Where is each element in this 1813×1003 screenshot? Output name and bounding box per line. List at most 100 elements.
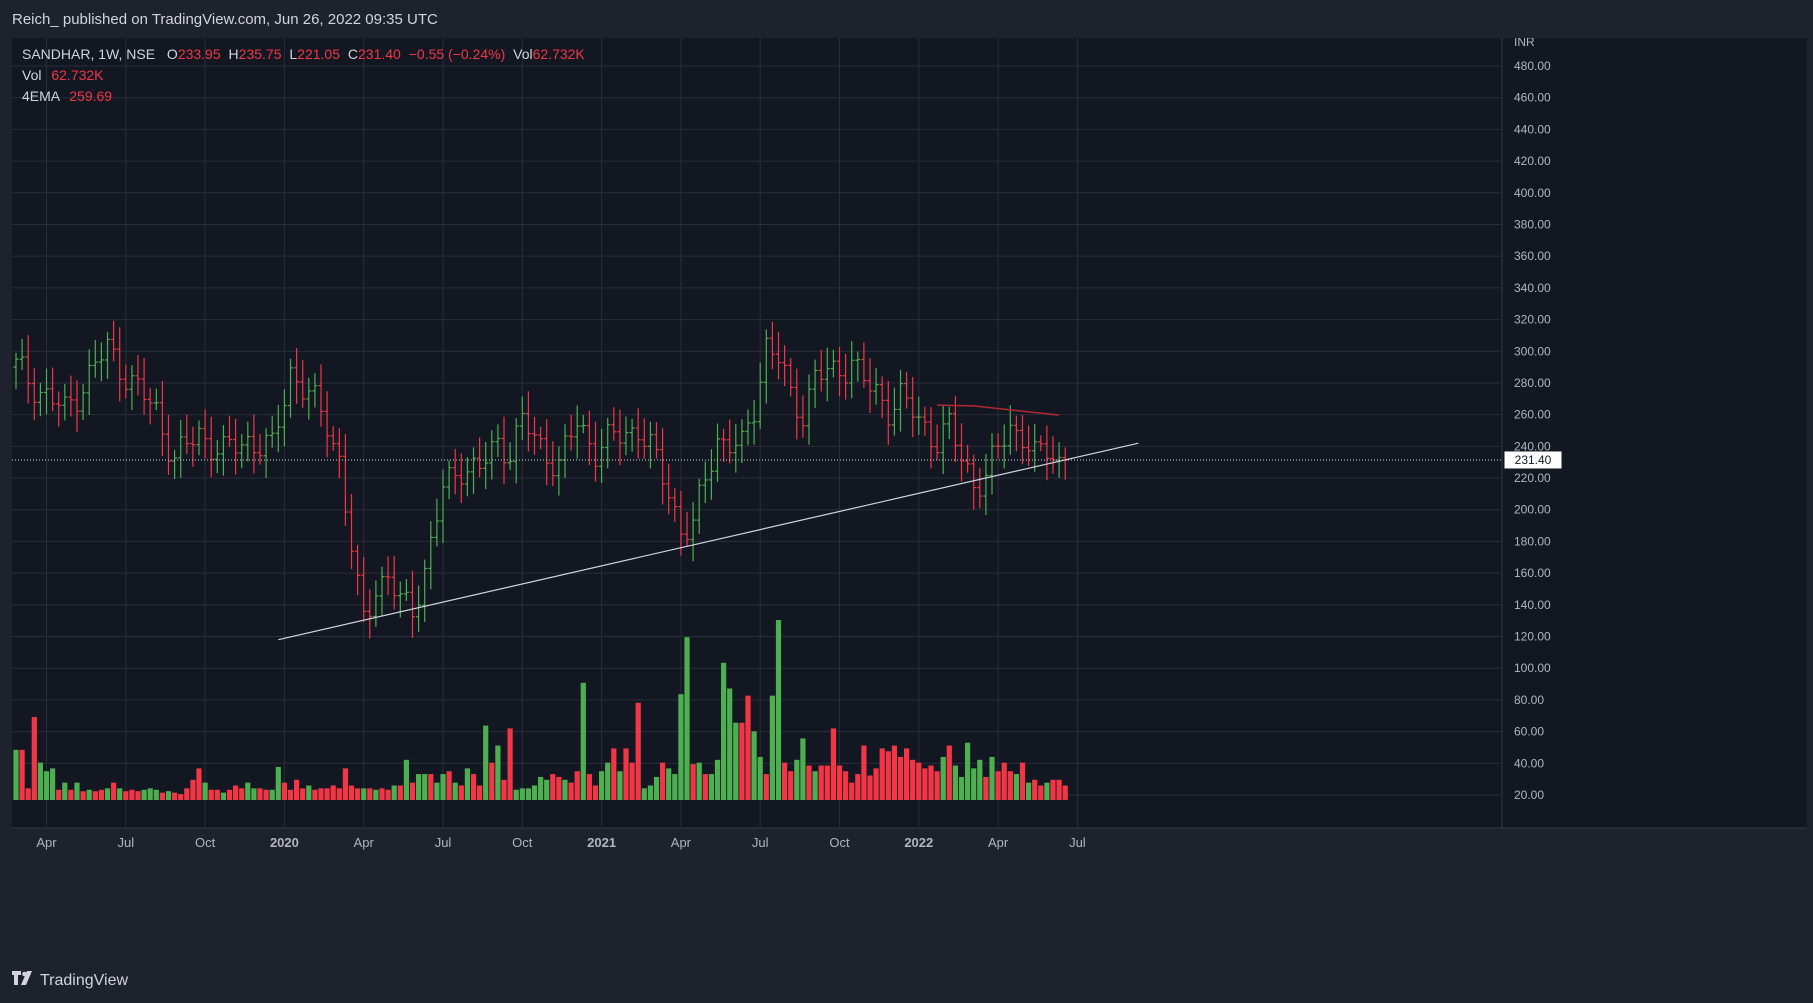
volume-bar <box>714 759 721 800</box>
last-price-box <box>1503 450 1563 470</box>
volume-bar <box>409 782 416 800</box>
volume-bar <box>80 791 86 800</box>
volume-bar <box>1062 785 1068 800</box>
volume-bar <box>422 774 428 800</box>
volume-bar <box>940 756 946 800</box>
volume-bar <box>153 789 159 800</box>
volume-bar <box>977 759 983 800</box>
volume-bar <box>336 788 342 800</box>
y-tick-label: 400.00 <box>1514 186 1551 200</box>
volume-bar <box>208 789 214 800</box>
y-tick-label: 80.00 <box>1514 693 1544 707</box>
x-tick-label: Jul <box>752 835 769 850</box>
tradingview-logo-icon <box>12 970 34 992</box>
volume-bar <box>129 789 135 800</box>
close-value: 231.40 <box>358 46 401 62</box>
ema-line <box>937 404 1060 416</box>
volume-bar <box>702 774 708 800</box>
volume-bar <box>660 762 666 800</box>
volume-bar <box>440 774 446 800</box>
volume-bar <box>623 748 629 800</box>
ohlc-row: SANDHAR, 1W, NSE O233.95 H235.75 L221.05… <box>22 44 585 65</box>
volume-bar <box>62 782 68 800</box>
y-tick-label: 300.00 <box>1514 344 1551 358</box>
volume-bar <box>104 788 111 800</box>
volume-bar <box>1050 779 1056 800</box>
volume-bar <box>782 762 788 800</box>
volume-bar <box>86 789 92 800</box>
y-tick-label: 60.00 <box>1514 725 1544 739</box>
volume-bar <box>74 782 80 800</box>
volume-bar <box>605 762 611 800</box>
volume-bar <box>580 682 586 800</box>
y-tick-label: 260.00 <box>1514 408 1551 422</box>
volume-bar <box>910 759 916 800</box>
volume-bar <box>214 789 220 800</box>
volume-indicator-row[interactable]: Vol 62.732K <box>22 65 585 86</box>
y-tick-label: 40.00 <box>1514 756 1544 770</box>
volume-bar <box>373 789 379 800</box>
low-value: 221.05 <box>297 46 340 62</box>
volume-bar <box>269 789 275 800</box>
volume-bar <box>891 745 897 800</box>
volume-bar <box>355 788 361 800</box>
y-tick-label: 320.00 <box>1514 313 1551 327</box>
x-tick-label: Jul <box>1069 835 1086 850</box>
close-label: C <box>347 46 359 62</box>
ema-indicator-label: 4EMA <box>22 88 60 104</box>
y-tick-label: 180.00 <box>1514 534 1551 548</box>
x-tick-label: Apr <box>354 835 375 850</box>
volume-bar <box>800 738 806 800</box>
volume-bar <box>1044 782 1050 800</box>
x-tick-label: Jul <box>117 835 134 850</box>
volume-bar <box>1056 779 1062 800</box>
volume-bar <box>1013 774 1019 800</box>
volume-bar <box>342 768 348 800</box>
symbol-label[interactable]: SANDHAR, 1W, NSE <box>22 46 156 62</box>
volume-bar <box>391 785 397 800</box>
volume-bar <box>50 768 56 800</box>
y-tick-label: 20.00 <box>1514 788 1544 802</box>
volume-bar <box>37 762 43 800</box>
volume-bar <box>251 788 257 800</box>
volume-bar <box>769 695 775 800</box>
price-chart[interactable]: 480.00 460.00 440.00 420.00 400.00 380.00 360.… <box>12 38 1807 958</box>
volume-bar <box>196 768 202 800</box>
volume-bar <box>763 774 769 800</box>
volume-bar <box>324 788 330 800</box>
volume-bar <box>519 788 525 800</box>
volume-indicator-value: 62.732K <box>51 67 104 83</box>
volume-bar <box>513 789 519 800</box>
volume-bar <box>263 789 269 800</box>
chart-panel[interactable]: 480.00 460.00 440.00 420.00 400.00 380.00 360.… <box>12 38 1807 958</box>
volume-bar <box>147 788 153 800</box>
volume-bar <box>287 789 294 800</box>
y-tick-label: 440.00 <box>1514 122 1551 136</box>
volume-bar <box>629 762 635 800</box>
volume-bar <box>666 768 672 800</box>
volume-bar <box>31 717 37 800</box>
x-tick-label: Oct <box>829 835 850 850</box>
volume-bar <box>367 788 373 800</box>
volume-bar <box>312 789 318 800</box>
ema-indicator-row[interactable]: 4EMA 259.69 <box>22 86 585 107</box>
volume-bar <box>159 792 165 800</box>
volume-value: 62.732K <box>532 46 585 62</box>
volume-bar <box>873 768 879 800</box>
volume-bar <box>916 762 922 800</box>
volume-bar <box>483 725 489 800</box>
volume-bar <box>190 779 196 800</box>
volume-bar <box>111 782 117 800</box>
volume-bar <box>92 791 98 800</box>
tradingview-logo[interactable]: TradingView <box>12 970 128 992</box>
volume-bar <box>531 785 538 800</box>
volume-bar <box>849 782 855 800</box>
volume-bar <box>172 792 178 800</box>
volume-bar <box>495 745 501 800</box>
volume-bar <box>330 785 336 800</box>
volume-bar <box>141 789 147 800</box>
volume-bar <box>708 774 714 800</box>
volume-bar <box>592 785 599 800</box>
volume-bar <box>653 776 660 800</box>
volume-bar <box>43 771 50 800</box>
